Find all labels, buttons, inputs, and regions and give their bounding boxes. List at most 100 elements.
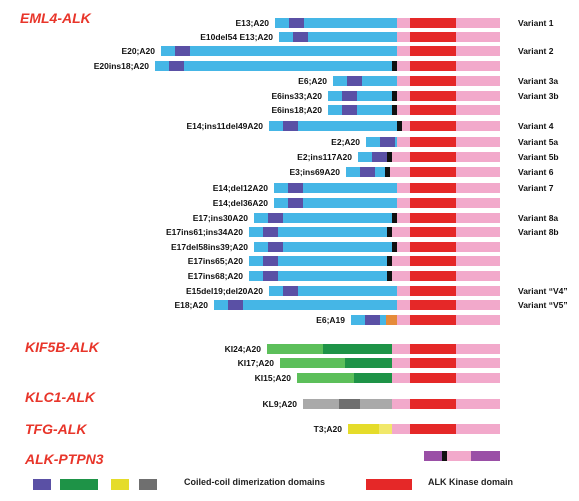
eml4-row-0-variant: Variant 1 xyxy=(518,18,554,28)
eml4-row-6-alk-kinase xyxy=(410,105,456,115)
eml4-row-5-label: E6ins33;A20 xyxy=(271,91,322,101)
eml4-row-0-alk-juxtamembrane xyxy=(397,18,410,28)
kif5b-row-1-alk-kinase xyxy=(410,358,456,368)
eml4-row-17-junction-insert xyxy=(387,271,392,281)
eml4-row-20-alk-juxtamembrane xyxy=(397,315,410,325)
eml4-row-7-eml4-segment xyxy=(269,121,397,131)
eml4-row-1-alk-juxtamembrane xyxy=(397,32,410,42)
eml4-row-12-alk-juxtamembrane xyxy=(397,198,410,208)
eml4-row-8-label: E2;A20 xyxy=(331,137,360,147)
eml4-row-8-alk-juxtamembrane xyxy=(397,137,410,147)
eml4-row-13-eml4-segment xyxy=(254,213,392,223)
eml4-row-15-alk-juxtamembrane xyxy=(397,242,410,252)
eml4-row-16-eml4-segment xyxy=(249,256,387,266)
eml4-row-6-coiled-coil-block xyxy=(342,105,357,115)
kif5b-row-2-alk-kinase xyxy=(410,373,456,383)
group-title-kif5b-alk: KIF5B-ALK xyxy=(25,339,99,355)
legend-swatch-gray xyxy=(139,479,157,490)
eml4-row-1-label: E10del54 E13;A20 xyxy=(200,32,273,42)
tfg-row-0-tfg-segment xyxy=(348,424,392,434)
eml4-row-6-label: E6ins18;A20 xyxy=(271,105,322,115)
eml4-row-8-variant: Variant 5a xyxy=(518,137,558,147)
group-title-eml4-alk: EML4-ALK xyxy=(20,10,91,26)
eml4-row-13-alk-tail xyxy=(456,213,500,223)
legend-swatch-yellow xyxy=(111,479,129,490)
eml4-row-9-alk-juxtamembrane xyxy=(392,152,410,162)
eml4-row-19-coiled-coil-block xyxy=(228,300,243,310)
eml4-row-18-alk-kinase xyxy=(410,286,456,296)
eml4-row-8-alk-tail xyxy=(456,137,500,147)
eml4-row-9-label: E2;ins117A20 xyxy=(297,152,352,162)
eml4-row-7-alk-tail xyxy=(456,121,500,131)
kif5b-row-2-label: KI15;A20 xyxy=(255,373,292,383)
eml4-row-5-alk-kinase xyxy=(410,91,456,101)
eml4-row-10-junction-insert xyxy=(385,167,390,177)
eml4-row-0-label: E13;A20 xyxy=(235,18,269,28)
eml4-row-7-label: E14;ins11del49A20 xyxy=(186,121,263,131)
eml4-row-6-eml4-segment xyxy=(328,105,392,115)
eml4-row-16-junction-insert xyxy=(387,256,392,266)
legend-label-coiled-coil: Coiled-coil dimerization domains xyxy=(184,477,326,487)
eml4-row-6-alk-tail xyxy=(456,105,500,115)
eml4-row-20-orange-segment xyxy=(386,315,397,325)
eml4-row-20-label: E6;A19 xyxy=(316,315,345,325)
eml4-row-20-coiled-coil-block xyxy=(365,315,380,325)
eml4-row-3-junction-insert xyxy=(392,61,397,71)
kif5b-row-1-coiled-coil-block xyxy=(345,358,392,368)
eml4-row-11-alk-juxtamembrane xyxy=(397,183,410,193)
eml4-row-3-alk-juxtamembrane xyxy=(397,61,410,71)
eml4-row-4-alk-tail xyxy=(456,76,500,86)
eml4-row-7-variant: Variant 4 xyxy=(518,121,554,131)
kif5b-row-0-coiled-coil-block xyxy=(323,344,392,354)
kif5b-row-2-alk-tail xyxy=(456,373,500,383)
eml4-row-3-alk-kinase xyxy=(410,61,456,71)
eml4-row-2-eml4-segment xyxy=(161,46,397,56)
eml4-row-7-alk-kinase xyxy=(410,121,456,131)
eml4-row-7-alk-juxtamembrane xyxy=(402,121,410,131)
group-title-klc1-alk: KLC1-ALK xyxy=(25,389,95,405)
eml4-row-19-eml4-segment xyxy=(214,300,397,310)
kif5b-row-1-label: KI17;A20 xyxy=(238,358,275,368)
eml4-row-17-alk-juxtamembrane xyxy=(392,271,410,281)
eml4-row-1-coiled-coil-block xyxy=(293,32,308,42)
klc1-row-0-alk-tail xyxy=(456,399,500,409)
eml4-row-3-alk-tail xyxy=(456,61,500,71)
eml4-row-3-label: E20ins18;A20 xyxy=(94,61,150,71)
kif5b-row-1-kif5b-segment xyxy=(280,358,392,368)
eml4-row-9-alk-kinase xyxy=(410,152,456,162)
eml4-row-12-coiled-coil-block xyxy=(288,198,303,208)
kif5b-row-0-label: KI24;A20 xyxy=(225,344,262,354)
eml4-row-14-label: E17ins61;ins34A20 xyxy=(166,227,243,237)
eml4-row-16-label: E17ins65;A20 xyxy=(188,256,244,266)
eml4-row-3-coiled-coil-block xyxy=(169,61,184,71)
eml4-row-19-label: E18;A20 xyxy=(174,300,208,310)
eml4-row-8-alk-kinase xyxy=(410,137,456,147)
eml4-row-16-coiled-coil-block xyxy=(263,256,278,266)
eml4-row-11-label: E14;del12A20 xyxy=(213,183,269,193)
eml4-row-11-variant: Variant 7 xyxy=(518,183,554,193)
eml4-row-15-coiled-coil-block xyxy=(268,242,283,252)
eml4-row-19-alk-kinase xyxy=(410,300,456,310)
tfg-row-0-alk-kinase xyxy=(410,424,456,434)
eml4-row-14-alk-kinase xyxy=(410,227,456,237)
eml4-row-14-coiled-coil-block xyxy=(263,227,278,237)
eml4-row-1-alk-kinase xyxy=(410,32,456,42)
legend-swatch-green xyxy=(60,479,98,490)
eml4-row-3-eml4-segment xyxy=(155,61,392,71)
eml4-row-0-alk-kinase xyxy=(410,18,456,28)
eml4-row-9-coiled-coil-block xyxy=(372,152,387,162)
eml4-row-15-label: E17del58ins39;A20 xyxy=(171,242,248,252)
eml4-row-1-alk-tail xyxy=(456,32,500,42)
eml4-row-9-junction-insert xyxy=(387,152,392,162)
eml4-row-20-alk-kinase xyxy=(410,315,456,325)
legend: Coiled-coil dimerization domains ALK Kin… xyxy=(0,474,579,494)
eml4-row-2-coiled-coil-block xyxy=(175,46,190,56)
eml4-row-12-eml4-segment xyxy=(274,198,397,208)
eml4-row-13-alk-juxtamembrane xyxy=(397,213,410,223)
eml4-row-15-junction-insert xyxy=(392,242,397,252)
klc1-row-0-coiled-coil-block xyxy=(339,399,360,409)
eml4-row-15-eml4-segment xyxy=(254,242,392,252)
eml4-row-5-variant: Variant 3b xyxy=(518,91,559,101)
eml4-row-4-alk-kinase xyxy=(410,76,456,86)
